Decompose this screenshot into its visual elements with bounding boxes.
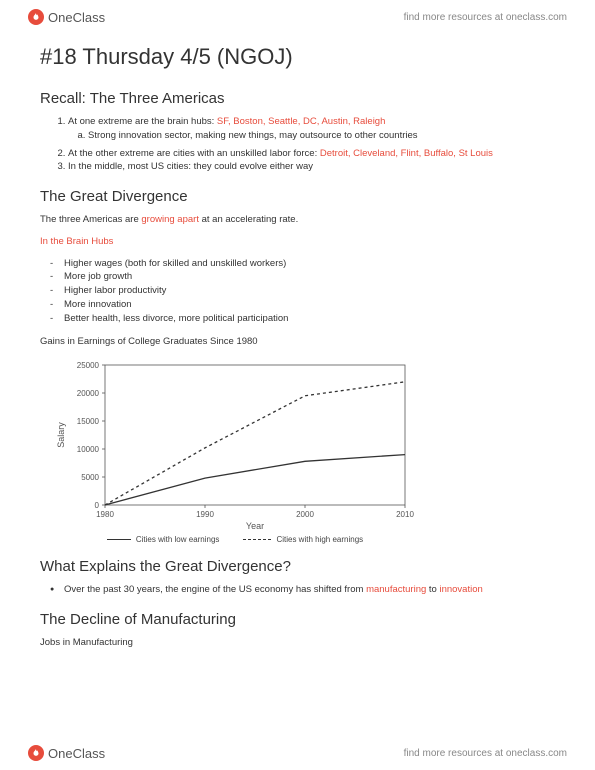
section-heading-recall: Recall: The Three Americas (40, 90, 565, 107)
svg-text:20000: 20000 (77, 389, 100, 398)
document-body: #18 Thursday 4/5 (NGOJ) Recall: The Thre… (40, 44, 565, 730)
brand-name: OneClass (48, 746, 105, 761)
subhead-brainhubs: In the Brain Hubs (40, 235, 565, 249)
brand-logo: OneClass (28, 745, 105, 761)
legend-item-low: Cities with low earnings (107, 535, 220, 544)
list-item: Higher labor productivity (64, 284, 565, 298)
recall-list: At one extreme are the brain hubs: SF, B… (40, 115, 565, 174)
brand-tagline: find more resources at oneclass.com (404, 748, 567, 759)
decline-line: Jobs in Manufacturing (40, 636, 565, 650)
list-item: In the middle, most US cities: they coul… (68, 160, 565, 174)
svg-text:2010: 2010 (396, 510, 414, 519)
flame-icon (28, 745, 44, 761)
brainhubs-list: Higher wages (both for skilled and unski… (40, 257, 565, 326)
svg-text:Year: Year (246, 521, 264, 531)
brand-logo: OneClass (28, 9, 105, 25)
list-item: Higher wages (both for skilled and unski… (64, 257, 565, 271)
section-heading-explain: What Explains the Great Divergence? (40, 558, 565, 575)
svg-text:1990: 1990 (196, 510, 214, 519)
svg-text:10000: 10000 (77, 445, 100, 454)
svg-text:1980: 1980 (96, 510, 114, 519)
page-title: #18 Thursday 4/5 (NGOJ) (40, 44, 565, 70)
section-heading-divergence: The Great Divergence (40, 188, 565, 205)
earnings-chart: 0 5000 10000 15000 20000 25000 1980 1990 2000 201… (50, 353, 420, 544)
page-header: OneClass find more resources at oneclass… (0, 0, 595, 34)
page-footer: OneClass find more resources at oneclass… (0, 736, 595, 770)
brand-tagline: find more resources at oneclass.com (404, 12, 567, 23)
list-item: Over the past 30 years, the engine of th… (64, 583, 565, 597)
svg-text:25000: 25000 (77, 361, 100, 370)
list-item: More job growth (64, 270, 565, 284)
svg-text:15000: 15000 (77, 417, 100, 426)
svg-text:Salary: Salary (56, 422, 66, 448)
list-item: More innovation (64, 298, 565, 312)
list-item: At the other extreme are cities with an … (68, 147, 565, 161)
legend-line-dashed (243, 539, 271, 540)
intro-text: The three Americas are growing apart at … (40, 213, 565, 227)
list-item: Strong innovation sector, making new thi… (88, 129, 565, 143)
svg-text:0: 0 (95, 501, 100, 510)
flame-icon (28, 9, 44, 25)
chart-legend: Cities with low earnings Cities with hig… (50, 535, 420, 544)
brand-name: OneClass (48, 10, 105, 25)
chart-title: Gains in Earnings of College Graduates S… (40, 335, 565, 349)
section-heading-decline: The Decline of Manufacturing (40, 611, 565, 628)
svg-text:5000: 5000 (81, 473, 99, 482)
legend-item-high: Cities with high earnings (243, 535, 363, 544)
list-item: At one extreme are the brain hubs: SF, B… (68, 115, 565, 143)
list-item: Better health, less divorce, more politi… (64, 312, 565, 326)
svg-text:2000: 2000 (296, 510, 314, 519)
explain-list: Over the past 30 years, the engine of th… (40, 583, 565, 597)
chart-svg: 0 5000 10000 15000 20000 25000 1980 1990 2000 201… (50, 353, 420, 533)
legend-line-solid (107, 539, 131, 540)
